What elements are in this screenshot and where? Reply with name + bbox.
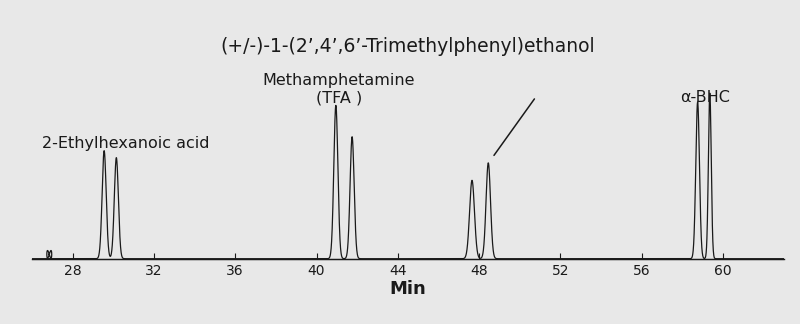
Text: 2-Ethylhexanoic acid: 2-Ethylhexanoic acid xyxy=(42,136,210,151)
Text: Methamphetamine
(TFA ): Methamphetamine (TFA ) xyxy=(262,73,415,105)
Text: α-BHC: α-BHC xyxy=(680,90,730,105)
X-axis label: Min: Min xyxy=(390,280,426,298)
Text: (+/-)-1-(2’,4’,6’-Trimethylphenyl)ethanol: (+/-)-1-(2’,4’,6’-Trimethylphenyl)ethano… xyxy=(221,37,595,56)
